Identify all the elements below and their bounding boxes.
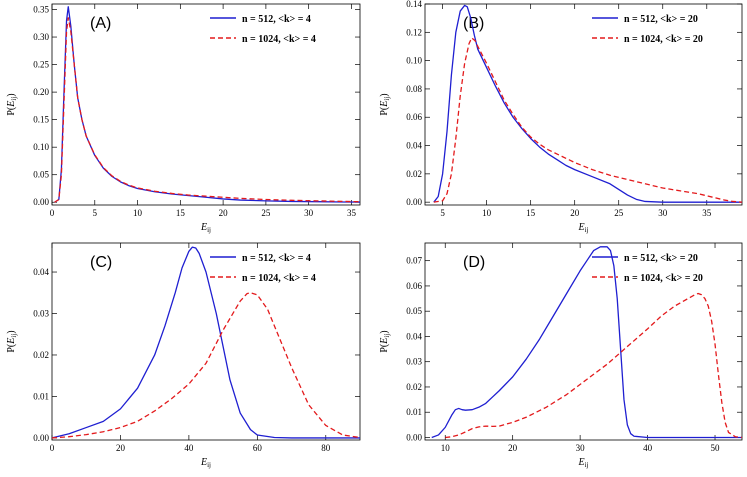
panel-c-ytick-label: 0.01 xyxy=(33,391,49,401)
panel-c-xtick-label: 80 xyxy=(321,443,331,453)
panel-a-label: (A) xyxy=(90,15,111,32)
panel-d: 10 20 30 40 50 0.00 0.01 0.02 0.03 0.04 0.05 0.06 0.… xyxy=(379,242,743,469)
panel-d-ytick-label: 0.04 xyxy=(406,331,422,341)
panel-b-xtick-label: 5 xyxy=(440,208,445,218)
panel-d-label: (D) xyxy=(463,254,485,271)
panel-a-xtick-label: 10 xyxy=(133,208,143,218)
panel-d-ytick-label: 0.00 xyxy=(406,432,422,442)
panel-a-ytick-label: 0.05 xyxy=(33,170,49,180)
panel-c-xtick-label: 20 xyxy=(116,443,126,453)
panel-d-ytick-label: 0.05 xyxy=(406,306,422,316)
panel-a-ytick-label: 0.30 xyxy=(33,32,49,42)
panel-d-xtick-label: 20 xyxy=(508,443,518,453)
panel-a-legend-label: n = 512, <k> = 4 xyxy=(242,14,311,25)
panel-c-xlabel: Eij xyxy=(200,457,211,469)
panel-d-ytick-label: 0.02 xyxy=(406,382,422,392)
panel-a: 0 5 10 15 20 25 30 35 0.00 0.05 0.10 0.15 0.20 0.25 0.… xyxy=(6,3,361,234)
panel-b-xtick-label: 35 xyxy=(702,208,712,218)
panel-d-xtick-label: 10 xyxy=(441,443,451,453)
panel-b-frame xyxy=(424,3,743,206)
panel-c-xtick-label: 0 xyxy=(50,443,55,453)
panel-b-series-1-line xyxy=(433,4,742,203)
panel-c-ytick-label: 0.00 xyxy=(33,433,49,443)
panel-c-ytick-label: 0.02 xyxy=(33,350,49,360)
panel-a-xtick-label: 25 xyxy=(261,208,271,218)
panel-d-ytick-label: 0.03 xyxy=(406,357,422,367)
panel-b-ytick-label: 0.08 xyxy=(406,84,422,94)
panel-c-ytick-label: 0.03 xyxy=(33,309,49,319)
panel-b: 5 10 15 20 25 30 35 0.00 0.02 0.04 0.06 0.08 0.10 0.1… xyxy=(379,0,743,234)
panel-b-label: (B) xyxy=(463,15,484,32)
panel-b-ytick-label: 0.02 xyxy=(406,169,422,179)
panel-c-legend-label: n = 512, <k> = 4 xyxy=(242,253,311,264)
panel-a-xtick-label: 30 xyxy=(304,208,314,218)
panel-a-ylabel: P(Eij) xyxy=(6,93,18,115)
panel-c-ylabel: P(Eij) xyxy=(6,330,18,352)
panel-a-ytick-label: 0.10 xyxy=(33,142,49,152)
panel-a-xlabel: Eij xyxy=(200,222,211,234)
panel-a-ytick-label: 0.25 xyxy=(33,60,49,70)
panel-d-xtick-label: 50 xyxy=(711,443,721,453)
panel-c-series-2-line xyxy=(51,292,361,439)
panel-b-xlabel: Eij xyxy=(578,222,589,234)
panel-c-series-1-line xyxy=(51,246,360,439)
panel-a-ytick-label: 0.35 xyxy=(33,5,49,15)
panel-c-xtick-label: 40 xyxy=(184,443,194,453)
panel-b-legend: n = 512, <k> = 20 n = 1024, <k> = 20 xyxy=(592,14,703,45)
panel-c-ytick-label: 0.04 xyxy=(33,267,49,277)
panel-a-xtick-label: 0 xyxy=(50,208,55,218)
panel-d-legend-label: n = 512, <k> = 20 xyxy=(624,253,698,264)
panel-d-series-1-line xyxy=(431,246,742,439)
panel-a-legend: n = 512, <k> = 4 n = 1024, <k> = 4 xyxy=(210,14,316,45)
panel-b-ytick-label: 0.14 xyxy=(406,0,422,9)
panel-d-series-2-line xyxy=(445,292,743,439)
panel-b-legend-label: n = 512, <k> = 20 xyxy=(624,14,698,25)
panel-c-label: (C) xyxy=(90,254,112,271)
panel-a-ytick-label: 0.00 xyxy=(33,197,49,207)
panel-b-ytick-label: 0.12 xyxy=(406,27,422,37)
panel-b-ytick-label: 0.00 xyxy=(406,197,422,207)
panel-b-ytick-label: 0.04 xyxy=(406,141,422,151)
panel-a-frame xyxy=(51,3,361,206)
panel-c-legend-label: n = 1024, <k> = 4 xyxy=(242,273,316,284)
panel-c-frame xyxy=(51,242,361,441)
panel-b-ylabel: P(Eij) xyxy=(379,93,391,115)
panel-d-xlabel: Eij xyxy=(578,457,589,469)
panel-d-xtick-label: 40 xyxy=(643,443,653,453)
panel-a-xtick-label: 20 xyxy=(219,208,229,218)
panel-a-ytick-label: 0.15 xyxy=(33,115,49,125)
panel-b-series-2-line xyxy=(433,37,743,203)
panel-b-legend-label: n = 1024, <k> = 20 xyxy=(624,34,703,45)
panel-a-xtick-label: 15 xyxy=(176,208,186,218)
panel-b-ytick-label: 0.10 xyxy=(406,56,422,66)
panel-b-xtick-label: 10 xyxy=(482,208,492,218)
panel-c: 0 20 40 60 80 0.00 0.01 0.02 0.03 0.04 Eij P(Eij) (C… xyxy=(6,242,361,469)
panel-b-xtick-label: 20 xyxy=(570,208,580,218)
panel-b-xtick-label: 15 xyxy=(526,208,536,218)
panel-b-ytick-label: 0.06 xyxy=(406,112,422,122)
panel-d-ytick-label: 0.07 xyxy=(406,256,422,266)
panel-a-xtick-label: 5 xyxy=(93,208,98,218)
panel-c-legend: n = 512, <k> = 4 n = 1024, <k> = 4 xyxy=(210,253,316,284)
panel-d-legend: n = 512, <k> = 20 n = 1024, <k> = 20 xyxy=(592,253,703,284)
panel-d-legend-label: n = 1024, <k> = 20 xyxy=(624,273,703,284)
panel-c-xtick-label: 60 xyxy=(253,443,263,453)
panel-d-ytick-label: 0.06 xyxy=(406,281,422,291)
panel-a-legend-label: n = 1024, <k> = 4 xyxy=(242,34,316,45)
panel-b-xtick-label: 25 xyxy=(614,208,624,218)
panel-d-ylabel: P(Eij) xyxy=(379,330,391,352)
panel-d-ytick-label: 0.01 xyxy=(406,407,422,417)
panel-a-ytick-label: 0.20 xyxy=(33,87,49,97)
panel-d-frame xyxy=(424,242,743,441)
panel-a-series-2-line xyxy=(54,17,361,203)
panel-a-xtick-label: 35 xyxy=(347,208,357,218)
panel-b-xtick-label: 30 xyxy=(658,208,668,218)
panel-d-xtick-label: 30 xyxy=(576,443,586,453)
